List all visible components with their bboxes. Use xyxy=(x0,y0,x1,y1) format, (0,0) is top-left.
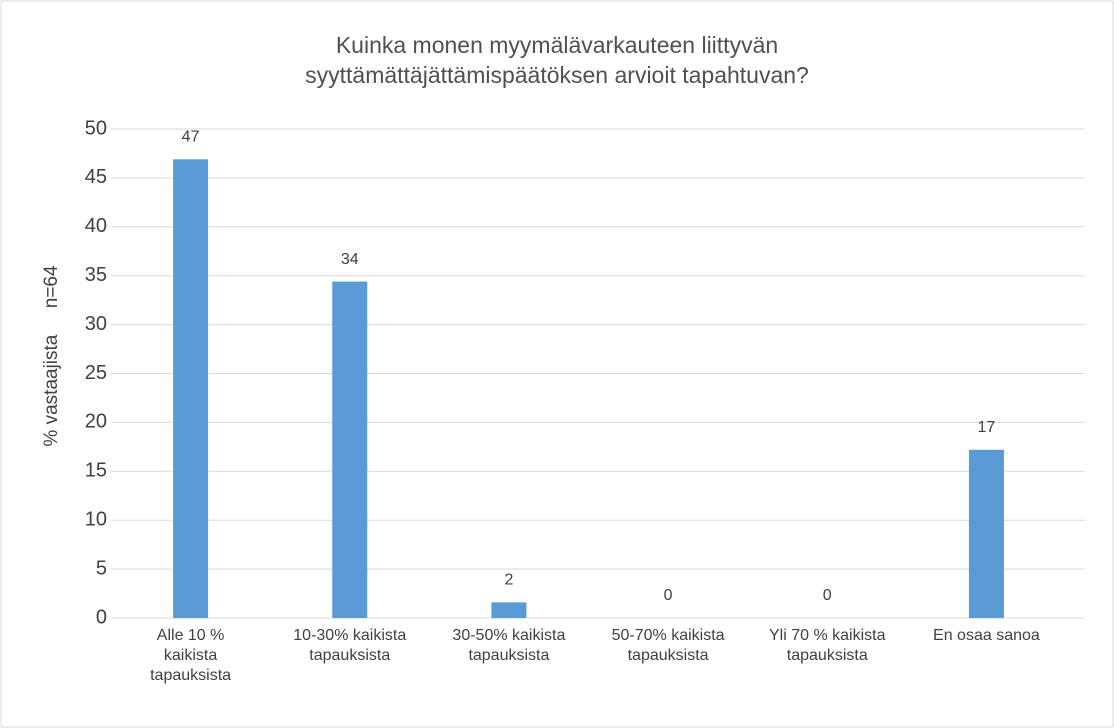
x-tick-label: Yli 70 % kaikista tapauksista xyxy=(769,627,886,664)
data-label: 47 xyxy=(182,129,200,146)
y-tick-label: 35 xyxy=(85,264,107,286)
data-label: 2 xyxy=(504,572,513,589)
data-label: 17 xyxy=(978,419,996,436)
y-axis-label: % vastaajista n=64 xyxy=(41,265,62,447)
y-tick-label: 30 xyxy=(85,313,107,335)
data-label: 34 xyxy=(341,251,359,268)
chart-title: Kuinka monen myymälävarkauteen liittyvän… xyxy=(305,32,809,88)
bar xyxy=(968,449,1004,618)
x-tick-label: 30-50% kaikista tapauksista xyxy=(452,627,566,664)
data-label: 0 xyxy=(664,587,673,604)
x-tick-label: 50-70% kaikista tapauksista xyxy=(611,627,725,664)
x-tick-label: Alle 10 % kaikista tapauksista xyxy=(150,627,232,684)
data-label: 0 xyxy=(823,587,832,604)
y-tick-label: 0 xyxy=(96,606,107,628)
y-tick-label: 20 xyxy=(85,411,107,433)
y-tick-label: 15 xyxy=(85,460,107,482)
bar xyxy=(332,281,368,618)
y-tick-label: 10 xyxy=(85,508,107,530)
y-tick-label: 5 xyxy=(96,557,107,579)
bar xyxy=(173,159,209,618)
x-tick-label: 10-30% kaikista tapauksista xyxy=(293,627,407,664)
y-tick-label: 50 xyxy=(85,117,107,139)
y-tick-label: 40 xyxy=(85,215,107,237)
y-tick-label: 25 xyxy=(85,362,107,384)
y-tick-label: 45 xyxy=(85,166,107,188)
bar xyxy=(491,602,527,618)
x-tick-label: En osaa sanoa xyxy=(933,627,1040,644)
